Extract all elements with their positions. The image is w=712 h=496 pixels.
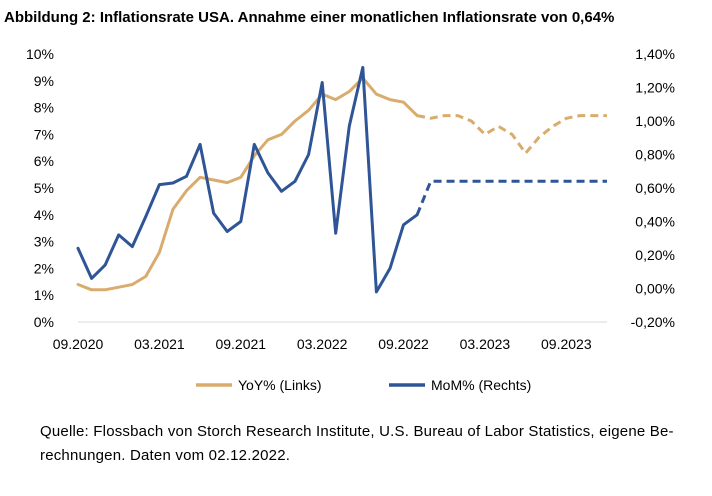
- right-tick-label: 0,80%: [635, 147, 675, 163]
- left-tick-label: 10%: [26, 46, 54, 62]
- right-tick-label: 0,00%: [635, 281, 675, 297]
- left-tick-label: 7%: [34, 126, 54, 142]
- mom-forecast-line: [415, 179, 607, 216]
- x-tick-label: 09.2021: [215, 336, 266, 352]
- yoy-legend-label: YoY% (Links): [238, 377, 322, 393]
- mom-actual-line: [76, 65, 419, 294]
- left-tick-label: 9%: [34, 73, 54, 89]
- x-tick-label: 03.2023: [460, 336, 511, 352]
- right-tick-label: 1,00%: [635, 113, 675, 129]
- series-layer: [76, 65, 607, 294]
- right-tick-label: -0,20%: [631, 314, 675, 330]
- right-tick-label: 0,20%: [635, 247, 675, 263]
- left-tick-label: 3%: [34, 234, 54, 250]
- right-tick-label: 1,20%: [635, 80, 675, 96]
- left-tick-label: 5%: [34, 180, 54, 196]
- right-tick-label: 1,40%: [635, 46, 675, 62]
- x-tick-label: 09.2020: [53, 336, 104, 352]
- left-y-axis: 0% 1% 2% 3% 4% 5% 6% 7% 8% 9% 10%: [26, 46, 54, 330]
- mom-legend-label: MoM% (Rechts): [431, 377, 531, 393]
- left-tick-label: 2%: [34, 260, 54, 276]
- left-tick-label: 6%: [34, 153, 54, 169]
- left-tick-label: 1%: [34, 287, 54, 303]
- x-tick-label: 03.2021: [134, 336, 185, 352]
- source-note: Quelle: Flossbach von Storch Research In…: [40, 423, 674, 464]
- x-tick-label: 03.2022: [297, 336, 348, 352]
- chart-title: Abbildung 2: Inflationsrate USA. Annahme…: [4, 9, 615, 26]
- x-tick-label: 09.2022: [378, 336, 429, 352]
- left-tick-label: 4%: [34, 207, 54, 223]
- legend: YoY% (Links) MoM% (Rechts): [196, 377, 531, 393]
- right-tick-label: 0,60%: [635, 180, 675, 196]
- right-y-axis: -0,20% 0,00% 0,20% 0,40% 0,60% 0,80% 1,00% 1,20…: [631, 46, 675, 330]
- x-tick-label: 09.2023: [541, 336, 592, 352]
- left-tick-label: 8%: [34, 100, 54, 116]
- yoy-forecast-line: [416, 114, 607, 155]
- x-axis: 09.2020 03.2021 09.2021 03.2022 09.2022 03.20…: [53, 321, 607, 352]
- left-tick-label: 0%: [34, 314, 54, 330]
- right-tick-label: 0,40%: [635, 214, 675, 230]
